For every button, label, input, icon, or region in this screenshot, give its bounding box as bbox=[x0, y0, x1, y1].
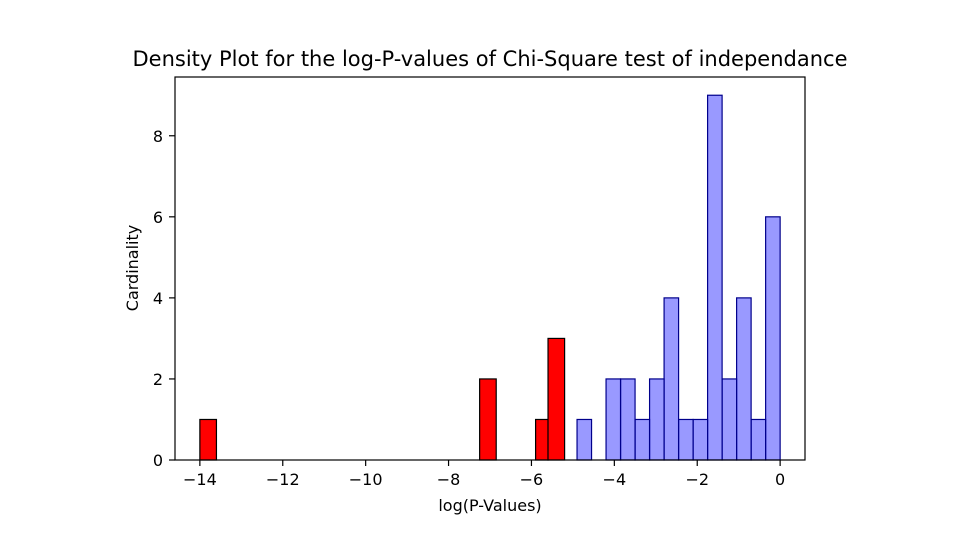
x-tick-label: −8 bbox=[437, 470, 461, 489]
histogram-bar bbox=[692, 418, 709, 461]
histogram-bar bbox=[605, 378, 622, 461]
y-tick-label: 2 bbox=[153, 370, 163, 389]
y-tick-label: 6 bbox=[153, 208, 163, 227]
histogram-bar bbox=[663, 297, 680, 461]
x-tick-label: −2 bbox=[685, 470, 709, 489]
x-tick-label: −6 bbox=[520, 470, 544, 489]
chart-title: Density Plot for the log-P-values of Chi… bbox=[133, 47, 848, 71]
histogram-bar bbox=[479, 378, 497, 461]
histogram-bar bbox=[576, 418, 593, 461]
plot-frame bbox=[174, 76, 806, 461]
y-tick-label: 4 bbox=[153, 289, 163, 308]
histogram-bar bbox=[199, 418, 218, 461]
histogram-bar bbox=[634, 418, 651, 461]
bars-group bbox=[199, 94, 781, 461]
y-tick-label: 0 bbox=[153, 451, 163, 470]
y-axis-ticks: 0 2 4 6 8 bbox=[153, 127, 175, 470]
x-tick-label: −10 bbox=[349, 470, 383, 489]
histogram-bar bbox=[750, 418, 767, 461]
x-tick-label: 0 bbox=[775, 470, 785, 489]
histogram-bar bbox=[706, 94, 723, 461]
x-axis-label: log(P-Values) bbox=[438, 496, 541, 515]
y-axis-label: Cardinality bbox=[123, 225, 142, 311]
histogram-bar bbox=[619, 378, 636, 461]
x-tick-label: −12 bbox=[266, 470, 300, 489]
x-tick-label: −14 bbox=[183, 470, 217, 489]
histogram-bar bbox=[534, 418, 549, 461]
y-tick-label: 8 bbox=[153, 127, 163, 146]
histogram-bar bbox=[765, 216, 781, 461]
histogram-bar bbox=[547, 337, 566, 461]
histogram-bar bbox=[677, 418, 694, 461]
histogram-bar bbox=[721, 378, 738, 461]
histogram-bar bbox=[648, 378, 665, 461]
x-tick-label: −4 bbox=[603, 470, 627, 489]
histogram-bar bbox=[736, 297, 752, 461]
x-axis-ticks: −14 −12 −10 −8 −6 −4 −2 0 bbox=[183, 460, 785, 489]
